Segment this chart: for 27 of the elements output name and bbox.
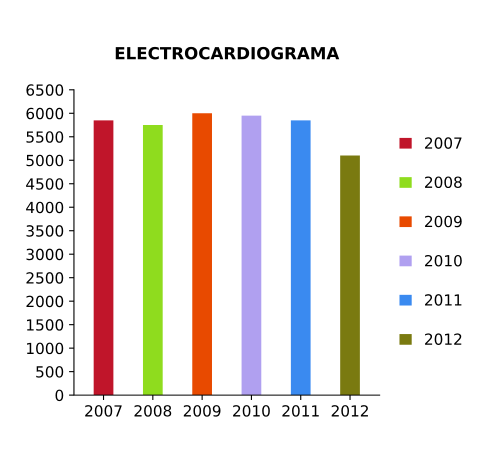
chart-title: ELECTROCARDIOGRAMA: [116, 46, 340, 60]
y-tick-label: 2000: [26, 296, 64, 308]
legend-label: 2008: [425, 176, 462, 188]
x-tick-label: 2010: [233, 405, 270, 417]
x-tick-label: 2008: [134, 405, 172, 417]
y-tick-label: 1500: [27, 319, 64, 331]
x-tick-label: 2011: [282, 405, 319, 417]
y-tick-label: 5500: [26, 131, 64, 143]
legend-label: 2011: [425, 294, 462, 306]
y-tick-label: 4000: [26, 202, 64, 214]
legend-label: 2012: [425, 333, 462, 345]
x-tick-label: 2007: [85, 405, 122, 417]
y-tick-label: 0: [56, 390, 64, 402]
y-tick-label: 6000: [26, 108, 64, 120]
legend-label: 2007: [425, 137, 462, 149]
x-tick-label: 2009: [184, 405, 220, 417]
legend-label: 2010: [425, 254, 462, 267]
y-tick-label: 5000: [26, 154, 64, 166]
y-tick-label: 6500: [26, 84, 64, 96]
y-tick-label: 3000: [26, 248, 64, 260]
y-tick-label: 2500: [26, 272, 64, 284]
y-tick-label: 3500: [26, 225, 64, 237]
y-tick-label: 500: [36, 366, 64, 378]
y-tick-label: 4500: [26, 178, 64, 190]
x-tick-label: 2012: [332, 405, 368, 417]
y-tick-label: 1000: [27, 342, 64, 354]
legend-label: 2009: [425, 216, 462, 228]
